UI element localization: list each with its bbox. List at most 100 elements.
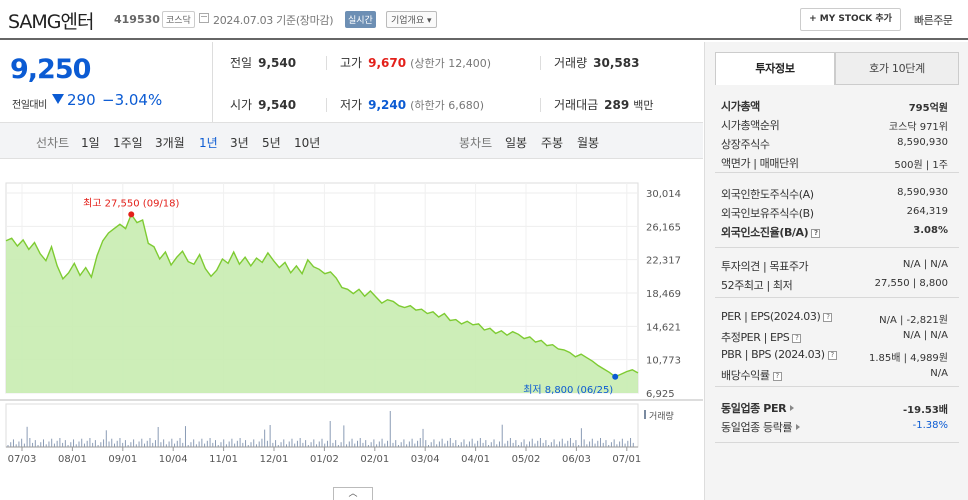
stat-value: 9,540: [258, 56, 297, 70]
stat-open: 시가 9,540: [230, 96, 296, 113]
info-label: 52주최고 | 최저: [721, 277, 793, 293]
tab-period-1w[interactable]: 1주일: [113, 136, 143, 150]
tab-period-3m[interactable]: 3개월: [155, 136, 185, 150]
calendar-icon: [199, 13, 209, 23]
y-tick-label: 6,925: [646, 389, 675, 400]
tab-candle-monthly[interactable]: 월봉: [577, 136, 600, 150]
add-mystock-button[interactable]: + MY STOCK 추가: [800, 8, 901, 31]
info-label-text: 52주최고 | 최저: [721, 279, 793, 292]
divider: [715, 386, 959, 387]
stat-value: 289: [604, 98, 630, 112]
info-value: 264,319: [906, 206, 948, 217]
info-value: N/A | N/A: [902, 330, 948, 341]
stat-high: 고가 9,670 (상한가 12,400): [340, 54, 491, 71]
stat-label: 전일: [230, 56, 253, 70]
info-value: N/A: [930, 368, 948, 379]
info-value: 8,590,930: [897, 187, 948, 198]
change-label: 전일대비: [12, 100, 47, 111]
info-label: PER | EPS(2024.03)?: [721, 310, 833, 323]
info-label-text: PER | EPS(2024.03): [721, 310, 821, 323]
info-label: 외국인보유주식수(B): [721, 205, 814, 221]
realtime-button[interactable]: 실시간: [345, 11, 376, 28]
x-tick-label: 05/02: [512, 454, 541, 465]
stock-name: SAMG엔터: [8, 11, 94, 33]
market-badge: 코스닥: [162, 11, 195, 28]
candle-chart-label: 봉차트: [459, 136, 493, 150]
price-chart: 30,014 26,165 22,317 18,469 14,621 10,773 6,92…: [0, 160, 703, 500]
stat-sub: (하한가 6,680): [410, 99, 484, 112]
info-value: 27,550 | 8,800: [874, 278, 948, 289]
tab-candle-weekly[interactable]: 주봉: [541, 136, 564, 150]
info-label-text: 동일업종 PER: [721, 402, 787, 415]
x-tick-label: 08/01: [58, 454, 87, 465]
price-line: [5, 212, 639, 378]
chart-tabs: 선차트 1일 1주일 3개월 1년 3년 5년 10년 봉차트 일봉 주봉 월봉: [0, 122, 703, 159]
price-chart-svg: 30,014 26,165 22,317 18,469 14,621 10,773 6,92…: [0, 182, 703, 465]
info-label: 시가총액순위: [721, 117, 780, 133]
info-label: 시가총액: [721, 98, 760, 114]
price-change-pct: −3.04%: [102, 91, 163, 109]
tab-period-3y[interactable]: 3년: [230, 136, 249, 150]
help-icon[interactable]: ?: [827, 351, 837, 360]
stat-label: 거래대금: [554, 98, 599, 112]
volume-label: 거래량: [649, 410, 674, 422]
company-info-dropdown[interactable]: 기업개요 ▾: [386, 11, 437, 28]
stat-value: 9,670: [368, 56, 407, 70]
invest-info-panel: 투자정보 호가 10단계 시가총액 795억원 시가총액순위 코스닥 971위 상장주식…: [704, 42, 968, 500]
collapse-chart-button[interactable]: ︿: [333, 487, 373, 500]
min-point: [612, 373, 619, 380]
chevron-right-icon[interactable]: [796, 424, 801, 430]
x-tick-label: 10/04: [159, 454, 188, 465]
chevron-right-icon[interactable]: [790, 405, 795, 411]
y-tick-label: 18,469: [646, 289, 681, 300]
info-value: 500원 | 1주: [894, 160, 948, 171]
y-tick-label: 26,165: [646, 222, 681, 233]
info-label-text: 시가총액순위: [721, 119, 780, 132]
tab-period-10y[interactable]: 10년: [294, 136, 321, 150]
quick-order-button[interactable]: 빠른주문: [914, 14, 953, 27]
info-value: N/A | -2,821원: [879, 315, 948, 326]
tab-invest-info[interactable]: 투자정보: [715, 52, 835, 85]
stat-value: 30,583: [593, 56, 640, 70]
stat-label: 저가: [340, 98, 363, 112]
info-label: 외국인한도주식수(A): [721, 186, 814, 202]
info-value: 1.85배 | 4,989원: [868, 353, 948, 364]
price-summary: 9,250 전일대비 290 −3.04%: [0, 42, 213, 122]
stock-header: SAMG엔터 419530 코스닥 2024.07.03 기준(장마감) 실시간…: [0, 0, 968, 40]
help-icon[interactable]: ?: [792, 334, 802, 343]
stat-label: 고가: [340, 56, 363, 70]
divider: [715, 247, 959, 248]
stat-value: 9,240: [368, 98, 407, 112]
tab-period-5y[interactable]: 5년: [262, 136, 281, 150]
help-icon[interactable]: ?: [823, 313, 833, 322]
divider: [715, 172, 959, 173]
tab-candle-daily[interactable]: 일봉: [505, 136, 528, 150]
info-label: PBR | BPS (2024.03)?: [721, 348, 837, 361]
divider: [715, 297, 959, 298]
stat-sub: (상한가 12,400): [410, 57, 491, 70]
info-value: N/A | N/A: [902, 259, 948, 270]
tab-orderbook-10[interactable]: 호가 10단계: [835, 52, 959, 85]
divider: [715, 442, 959, 443]
tab-period-1d[interactable]: 1일: [81, 136, 100, 150]
stat-label: 시가: [230, 98, 253, 112]
info-label: 배당수익률?: [721, 367, 782, 383]
stat-amount: 거래대금 289 백만: [554, 96, 653, 113]
stat-value: 9,540: [258, 98, 297, 112]
x-tick-label: 02/01: [360, 454, 389, 465]
info-label: 외국인소진율(B/A)?: [721, 224, 821, 240]
info-label-text: 외국인보유주식수(B): [721, 207, 814, 220]
company-info-label: 기업개요: [391, 16, 425, 26]
tab-period-1y[interactable]: 1년: [199, 136, 218, 150]
info-label-text: PBR | BPS (2024.03): [721, 348, 825, 361]
y-tick-label: 22,317: [646, 256, 681, 267]
help-icon[interactable]: ?: [772, 372, 782, 381]
y-tick-label: 30,014: [646, 189, 681, 200]
info-value: 코스닥 971위: [888, 122, 948, 133]
info-label-text: 외국인소진율(B/A): [721, 226, 809, 239]
help-icon[interactable]: ?: [811, 229, 821, 238]
stat-volume: 거래량 30,583: [554, 54, 639, 71]
info-label-text: 시가총액: [721, 100, 760, 113]
volume-legend-swatch: [644, 410, 646, 419]
x-tick-label: 03/04: [411, 454, 440, 465]
